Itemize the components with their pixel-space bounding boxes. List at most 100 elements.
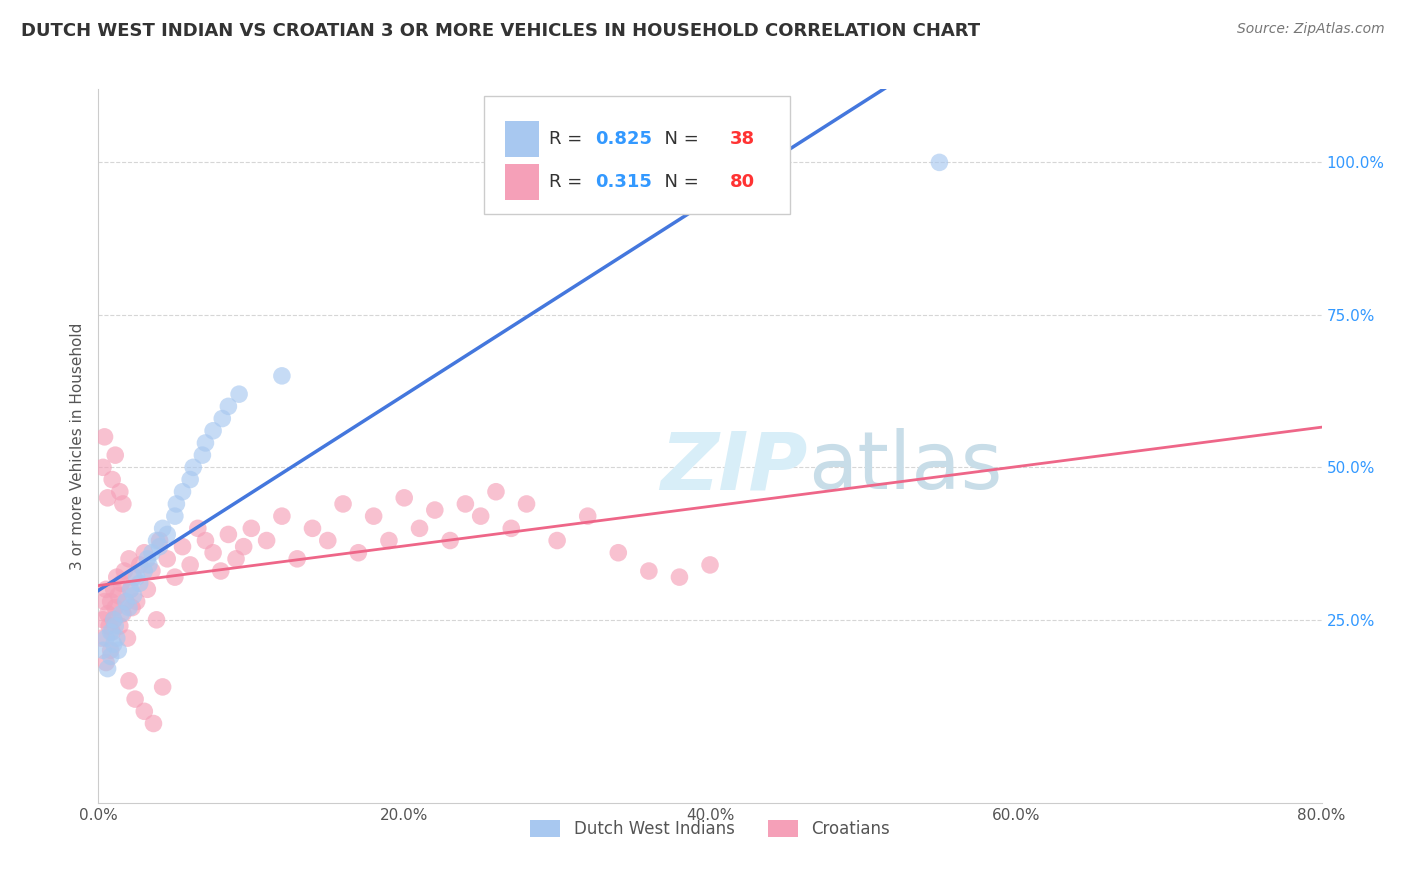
Point	[100, 649, 122, 664]
Point	[94, 656, 117, 670]
Legend: Dutch West Indians, Croatians: Dutch West Indians, Croatians	[523, 813, 897, 845]
Point	[163, 570, 186, 584]
Point	[134, 704, 156, 718]
Point	[179, 473, 201, 487]
Point	[107, 589, 129, 603]
Point	[103, 613, 125, 627]
Text: N =: N =	[652, 173, 704, 191]
Point	[134, 546, 156, 560]
Point	[128, 576, 150, 591]
Text: Source: ZipAtlas.com: Source: ZipAtlas.com	[1237, 22, 1385, 37]
Point	[163, 509, 186, 524]
Point	[501, 521, 523, 535]
Point	[485, 484, 508, 499]
Point	[125, 594, 148, 608]
Point	[91, 643, 114, 657]
Point	[136, 582, 159, 597]
Point	[576, 509, 599, 524]
Point	[103, 637, 125, 651]
Text: 38: 38	[730, 130, 755, 148]
Point	[105, 631, 128, 645]
Point	[94, 631, 117, 645]
Point	[108, 484, 131, 499]
Point	[122, 589, 145, 603]
Text: ZIP: ZIP	[661, 428, 808, 507]
Point	[392, 491, 416, 505]
Point	[454, 497, 477, 511]
Point	[101, 473, 124, 487]
Point	[91, 613, 114, 627]
Point	[101, 625, 124, 640]
Text: atlas: atlas	[808, 428, 1002, 507]
Point	[142, 716, 165, 731]
Point	[141, 564, 163, 578]
Point	[194, 533, 217, 548]
Point	[194, 436, 217, 450]
Point	[408, 521, 430, 535]
Point	[637, 564, 661, 578]
FancyBboxPatch shape	[484, 96, 790, 214]
Point	[232, 540, 254, 554]
Point	[179, 558, 201, 572]
Text: DUTCH WEST INDIAN VS CROATIAN 3 OR MORE VEHICLES IN HOUSEHOLD CORRELATION CHART: DUTCH WEST INDIAN VS CROATIAN 3 OR MORE …	[21, 22, 980, 40]
Point	[118, 600, 141, 615]
Point	[256, 533, 278, 548]
Point	[97, 662, 120, 676]
Point	[156, 527, 179, 541]
Point	[145, 533, 167, 548]
Point	[107, 643, 129, 657]
Point	[928, 155, 950, 169]
Point	[228, 387, 250, 401]
Point	[118, 551, 141, 566]
Point	[104, 600, 127, 615]
Point	[191, 448, 214, 462]
Point	[209, 564, 232, 578]
Point	[141, 546, 163, 560]
Point	[363, 509, 385, 524]
Point	[121, 600, 143, 615]
Point	[187, 521, 209, 535]
Point	[108, 619, 131, 633]
Text: 0.825: 0.825	[595, 130, 652, 148]
Point	[98, 619, 121, 633]
Point	[378, 533, 401, 548]
Point	[270, 368, 294, 383]
Point	[112, 564, 135, 578]
Point	[104, 448, 127, 462]
Point	[115, 594, 138, 608]
Point	[285, 551, 308, 566]
Point	[181, 460, 204, 475]
Point	[172, 540, 194, 554]
Text: 0.315: 0.315	[595, 173, 652, 191]
Point	[699, 558, 721, 572]
Point	[332, 497, 354, 511]
Point	[156, 551, 179, 566]
Text: N =: N =	[652, 130, 704, 148]
Point	[122, 570, 145, 584]
Text: 80: 80	[730, 173, 755, 191]
Point	[120, 582, 142, 597]
Point	[152, 680, 174, 694]
Point	[516, 497, 538, 511]
Point	[118, 673, 141, 688]
Point	[607, 546, 630, 560]
Point	[110, 607, 132, 621]
Point	[211, 411, 233, 425]
Point	[104, 619, 127, 633]
Text: R =: R =	[548, 173, 588, 191]
Point	[125, 570, 148, 584]
Point	[117, 631, 139, 645]
Point	[270, 509, 294, 524]
Point	[138, 558, 160, 572]
Point	[546, 533, 568, 548]
Point	[105, 570, 128, 584]
Point	[165, 497, 187, 511]
Point	[93, 430, 115, 444]
Point	[111, 607, 134, 621]
Point	[202, 424, 225, 438]
Point	[145, 613, 167, 627]
Point	[423, 503, 446, 517]
Bar	[505, 164, 538, 200]
Point	[115, 594, 138, 608]
Point	[217, 527, 239, 541]
